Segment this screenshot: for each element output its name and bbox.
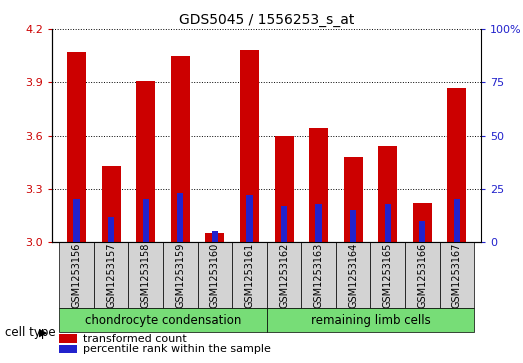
Bar	[198, 242, 232, 309]
Bar	[267, 242, 301, 309]
Bar	[59, 345, 76, 353]
Text: GSM1253164: GSM1253164	[348, 242, 358, 308]
Bar	[405, 242, 440, 309]
Bar	[67, 52, 86, 242]
Bar	[336, 242, 370, 309]
Text: GSM1253167: GSM1253167	[452, 242, 462, 308]
Bar	[309, 129, 328, 242]
Text: remaining limb cells: remaining limb cells	[311, 314, 430, 327]
Bar	[419, 221, 426, 242]
Bar	[59, 242, 94, 309]
Text: ▶: ▶	[39, 327, 48, 337]
Bar	[240, 50, 259, 242]
Text: GSM1253162: GSM1253162	[279, 242, 289, 308]
Text: GSM1253161: GSM1253161	[244, 242, 254, 308]
Text: GSM1253159: GSM1253159	[175, 242, 185, 308]
Bar	[267, 309, 474, 332]
Bar	[281, 206, 287, 242]
Text: GSM1253158: GSM1253158	[141, 242, 151, 308]
Bar	[136, 81, 155, 242]
Bar	[59, 309, 267, 332]
Bar	[128, 242, 163, 309]
Bar	[440, 242, 474, 309]
Text: GSM1253160: GSM1253160	[210, 242, 220, 308]
Text: GSM1253166: GSM1253166	[417, 242, 427, 308]
Bar	[108, 217, 114, 242]
Bar	[212, 232, 218, 242]
Bar	[378, 146, 397, 242]
Bar	[370, 242, 405, 309]
Bar	[350, 210, 356, 242]
Text: GSM1253163: GSM1253163	[314, 242, 324, 308]
Bar	[232, 242, 267, 309]
Bar	[177, 193, 184, 242]
Bar	[301, 242, 336, 309]
Bar	[163, 242, 198, 309]
Bar	[413, 203, 432, 242]
Bar	[448, 87, 467, 242]
Bar	[101, 166, 121, 242]
Bar	[315, 204, 322, 242]
Bar	[206, 233, 224, 242]
Text: GSM1253157: GSM1253157	[106, 242, 116, 308]
Text: transformed count: transformed count	[84, 334, 187, 344]
Bar	[170, 56, 190, 242]
Text: chondrocyte condensation: chondrocyte condensation	[85, 314, 241, 327]
Bar	[143, 200, 149, 242]
Text: percentile rank within the sample: percentile rank within the sample	[84, 344, 271, 354]
Bar	[344, 157, 363, 242]
Title: GDS5045 / 1556253_s_at: GDS5045 / 1556253_s_at	[179, 13, 355, 26]
Text: cell type: cell type	[5, 326, 56, 339]
Bar	[385, 204, 391, 242]
Bar	[246, 195, 253, 242]
Bar	[94, 242, 128, 309]
Bar	[275, 135, 293, 242]
Bar	[59, 334, 76, 343]
Text: GSM1253156: GSM1253156	[72, 242, 82, 308]
Bar	[454, 200, 460, 242]
Bar	[73, 200, 79, 242]
Text: GSM1253165: GSM1253165	[383, 242, 393, 308]
